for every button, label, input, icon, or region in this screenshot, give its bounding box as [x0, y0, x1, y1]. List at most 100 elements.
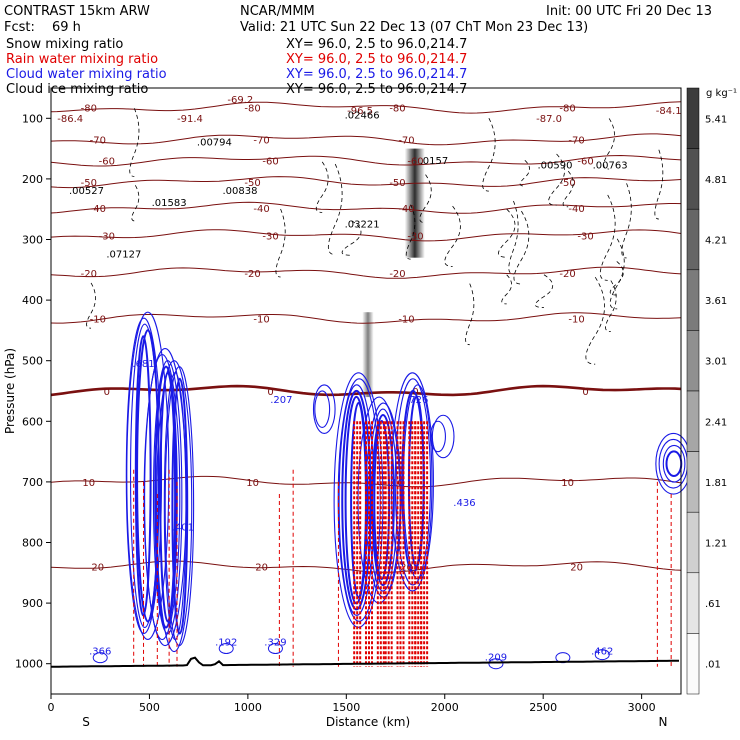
cloud-water-contour [155, 360, 193, 653]
cloud-ice-contour [609, 238, 625, 310]
init-time: Init: 00 UTC Fri 20 Dec 13 [546, 4, 712, 19]
cloud-water-contour [373, 420, 391, 581]
cloud-ice-contour [508, 200, 519, 275]
colorbar-segment [686, 87, 700, 149]
cloud-water-contour [368, 408, 398, 592]
axes: 0 500 1000 1500 2000 2500 30001002003004005006… [15, 112, 656, 714]
colorbar-segment [686, 330, 700, 392]
cloud-ice-contour [327, 163, 343, 256]
temperature-contour-label: -30 [262, 231, 278, 242]
cloud-ice-contour [609, 261, 624, 296]
maximum-label: .207 [270, 395, 292, 406]
cloud-ice-contour [315, 161, 329, 213]
cloud-ice-contour [585, 276, 605, 365]
cloud-ice-contour [603, 118, 615, 170]
snow-plume [404, 148, 425, 258]
colorbar-label: 5.41 [705, 114, 727, 125]
temperature-contour-line [50, 154, 682, 167]
temperature-contour-label: -60 [262, 157, 278, 168]
snow-shading-layer [362, 148, 425, 398]
maximum-label: .192 [215, 638, 237, 649]
x-tick-label: 500 [139, 701, 160, 714]
temperature-contour-label: -60 [99, 157, 115, 168]
cloud-water-contour [267, 643, 283, 655]
colorbar-segment [686, 572, 700, 634]
temperature-contour-label: -70 [398, 136, 414, 147]
maximum-label: .462 [591, 647, 613, 658]
temperature-contour-label: -50 [244, 178, 260, 189]
temperature-contour-label: -80 [559, 103, 575, 114]
cloud-water-contour [371, 414, 395, 587]
field-xy-rain: XY= 96.0, 2.5 to 96.0,214.7 [286, 52, 467, 67]
cloud-water-contour [594, 649, 610, 661]
cloud-water-contours [92, 311, 692, 670]
temperature-min-label: -86.4 [57, 114, 83, 125]
cloud-ice-contours [86, 108, 664, 365]
y-tick-label: 200 [22, 173, 43, 186]
snow-plume [362, 312, 374, 398]
cloud-water-contour [163, 372, 187, 641]
maximum-label: .0157 [420, 156, 449, 167]
temperature-min-label: -69.2 [227, 95, 253, 106]
temperature-contour-label: -80 [81, 103, 97, 114]
org-label: NCAR/MMM [240, 4, 315, 19]
cloud-water-contour [665, 450, 683, 478]
cloud-water-contour [357, 396, 401, 604]
colorbar-label: 4.21 [705, 236, 727, 247]
y-tick-label: 900 [22, 597, 43, 610]
temperature-contours: -80 -80 -80 -80-70 -70 -70 -70-60 -60 -60 -60-50-… [50, 95, 682, 574]
cloud-ice-contour [548, 153, 565, 206]
y-tick-label: 1000 [15, 658, 43, 671]
temperature-contour-label: -20 [81, 269, 97, 280]
temperature-contour-line [50, 101, 682, 114]
fcst-label: Fcst: [4, 20, 35, 35]
cloud-water-contour [164, 366, 195, 647]
temperature-contour-label: 20 [570, 563, 583, 574]
cloud-ice-contour [129, 108, 140, 177]
temperature-contour-label: 0 [582, 387, 588, 398]
cloud-water-contour [125, 317, 163, 635]
temperature-contour-label: -80 [244, 103, 260, 114]
cloud-ice-contour [654, 149, 664, 220]
colorbar-label: 1.81 [705, 478, 727, 489]
colorbar-segment [686, 208, 700, 271]
temperature-contour-label: 0 [267, 387, 273, 398]
temperature-contour-label: -10 [253, 314, 269, 325]
cloud-ice-contour [341, 220, 362, 256]
y-tick-label: 500 [22, 355, 43, 368]
maximum-label: .00527 [69, 186, 104, 197]
temperature-contour-line [50, 201, 682, 214]
cloud-ice-contour [513, 210, 530, 285]
cloud-ice-contour [131, 185, 140, 222]
maximum-label: .436 [453, 498, 475, 509]
colorbar-label: 1.21 [705, 539, 727, 550]
colorbar-segment [686, 390, 700, 452]
cloud-water-contour [488, 658, 504, 670]
colorbar-label: 3.61 [705, 296, 727, 307]
temperature-contour-line [50, 266, 682, 279]
maxima-labels: .02466 .00794 .0157 .00590 .00763 .00527 .0083… [69, 110, 628, 663]
maximum-label: .03221 [345, 219, 380, 230]
x-tick-label: 2000 [431, 701, 459, 714]
colorbar-label: .61 [705, 599, 721, 610]
cloud-water-contour [159, 371, 177, 623]
maximum-label: .366 [89, 647, 111, 658]
temperature-contour-label: -60 [407, 157, 423, 168]
x-tick-label: 2500 [529, 701, 557, 714]
maximum-label: .329 [264, 638, 286, 649]
temperature-contour-label: -20 [559, 269, 575, 280]
cloud-water-contour [92, 652, 108, 664]
terrain-surface-line [51, 656, 680, 668]
cloud-ice-contour [599, 194, 616, 281]
colorbar-segment [686, 633, 700, 695]
temperature-contour-label: -60 [577, 157, 593, 168]
terrain [51, 656, 680, 668]
x-tick-label: 1000 [234, 701, 262, 714]
temperature-contour-label: -40 [398, 204, 414, 215]
field-xy-cloud-ice: XY= 96.0, 2.5 to 96.0,214.7 [286, 82, 467, 97]
cloud-ice-contour [605, 280, 617, 333]
field-name-cloud-water: Cloud water mixing ratio [6, 67, 167, 82]
temperature-contour-label: -80 [389, 103, 405, 114]
temperature-contour-label: 20 [91, 563, 104, 574]
temperature-contour-label: -20 [244, 269, 260, 280]
